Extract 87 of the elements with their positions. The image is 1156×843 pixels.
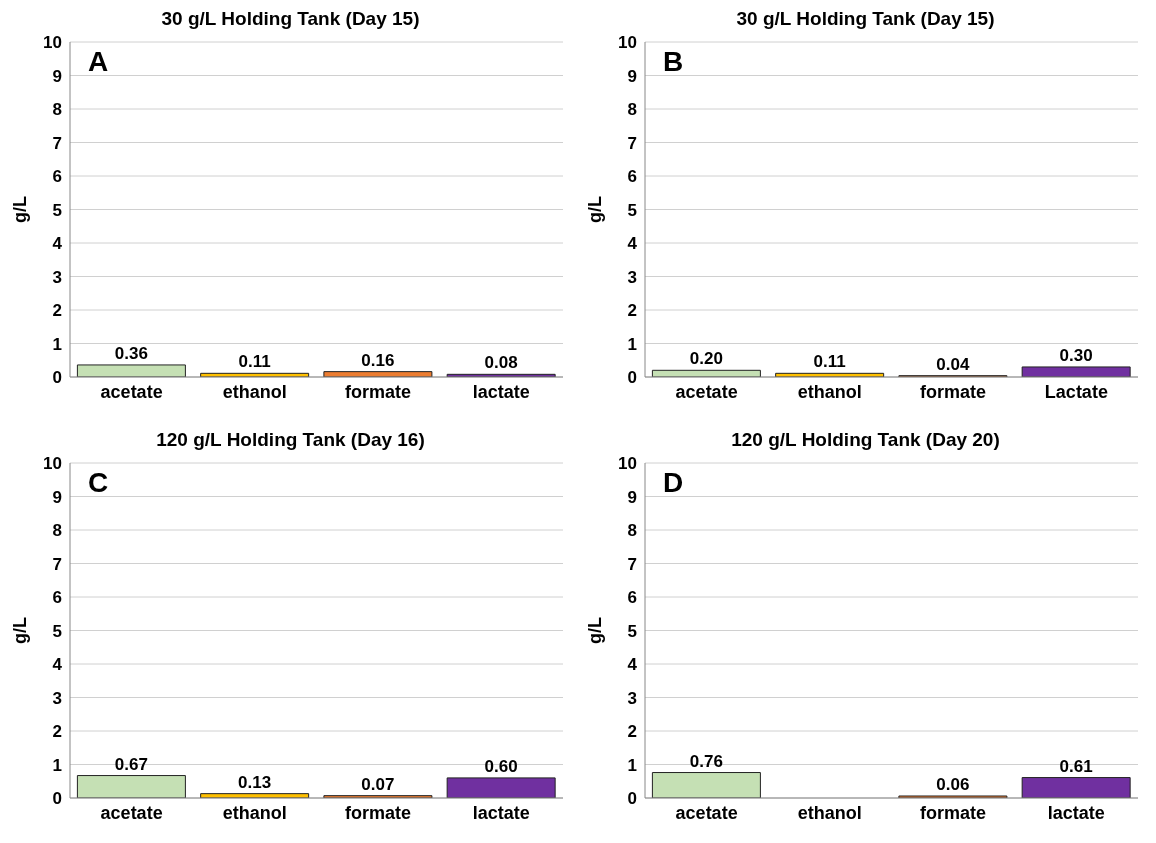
chart-title: 30 g/L Holding Tank (Day 15)	[160, 8, 421, 31]
y-tick-label: 5	[52, 621, 62, 641]
data-label: 0.76	[689, 751, 723, 771]
y-tick-label: 9	[627, 66, 637, 86]
y-tick-label: 10	[618, 454, 637, 474]
y-tick-label: 6	[52, 167, 62, 187]
annotation: C	[88, 467, 109, 499]
y-tick-label: 2	[627, 722, 637, 742]
x-tick-label: acetate	[675, 381, 738, 402]
y-tick-label: 6	[627, 167, 637, 187]
x-tick-label: ethanol	[797, 802, 862, 823]
y-tick-label: 5	[627, 200, 637, 220]
y-axis-title: g/L	[585, 196, 606, 223]
data-label: 0.60	[484, 756, 518, 776]
data-label: 0.61	[1059, 756, 1093, 776]
y-tick-label: 8	[627, 100, 637, 120]
y-tick-label: 4	[627, 655, 638, 675]
y-tick-label: 6	[627, 588, 637, 608]
y-tick-label: 2	[52, 722, 62, 742]
data-label: 0.08	[484, 353, 518, 373]
y-tick-label: 5	[52, 200, 62, 220]
y-tick-label: 4	[52, 234, 63, 254]
y-tick-label: 6	[52, 588, 62, 608]
y-tick-label: 8	[52, 100, 62, 120]
y-tick-label: 10	[43, 454, 62, 474]
x-tick-label: acetate	[100, 381, 163, 402]
y-tick-label: 7	[627, 554, 637, 574]
data-label: 0.07	[361, 774, 395, 794]
x-tick-label: acetate	[100, 802, 163, 823]
x-tick-label: Lactate	[1044, 381, 1108, 402]
annotation: D	[663, 467, 684, 499]
y-tick-label: 5	[627, 621, 637, 641]
y-tick-label: 2	[52, 301, 62, 321]
data-label: 0.11	[238, 352, 271, 372]
x-tick-label: formate	[345, 381, 412, 402]
y-axis-title: g/L	[10, 196, 31, 223]
x-tick-label: formate	[345, 802, 412, 823]
x-tick-label: ethanol	[222, 381, 287, 402]
x-tick-label: acetate	[675, 802, 738, 823]
y-tick-label: 10	[43, 33, 62, 53]
data-label: 0.36	[114, 343, 148, 363]
y-tick-label: 3	[627, 267, 637, 287]
annotation: B	[663, 46, 684, 78]
chart-title: 120 g/L Holding Tank (Day 20)	[730, 429, 1001, 452]
y-tick-label: 1	[52, 334, 62, 354]
data-label: 0.11	[813, 352, 846, 372]
y-tick-label: 0	[627, 368, 637, 388]
data-label: 0.16	[361, 350, 395, 370]
y-tick-label: 7	[52, 554, 62, 574]
y-tick-label: 1	[627, 755, 637, 775]
x-tick-label: formate	[920, 802, 987, 823]
x-tick-label: lactate	[472, 802, 530, 823]
y-axis-title: g/L	[10, 617, 31, 644]
y-tick-label: 3	[627, 688, 637, 708]
chart-title: 30 g/L Holding Tank (Day 15)	[735, 8, 996, 31]
y-tick-label: 2	[627, 301, 637, 321]
y-tick-label: 0	[627, 789, 637, 809]
y-tick-label: 4	[627, 234, 638, 254]
y-tick-label: 8	[52, 521, 62, 541]
data-label: 0.20	[689, 349, 723, 369]
y-tick-label: 8	[627, 521, 637, 541]
y-tick-label: 1	[52, 755, 62, 775]
y-tick-label: 7	[627, 133, 637, 153]
data-label: 0.30	[1059, 345, 1093, 365]
data-label: 0.04	[936, 354, 970, 374]
y-tick-label: 1	[627, 334, 637, 354]
y-tick-label: 3	[52, 267, 62, 287]
x-tick-label: lactate	[1047, 802, 1105, 823]
data-label: 0.67	[114, 754, 148, 774]
x-tick-label: lactate	[472, 381, 530, 402]
y-tick-label: 0	[52, 789, 62, 809]
x-tick-label: ethanol	[222, 802, 287, 823]
data-label: 0.13	[238, 772, 272, 792]
y-tick-label: 9	[52, 66, 62, 86]
y-tick-label: 9	[627, 487, 637, 507]
y-tick-label: 7	[52, 133, 62, 153]
chart-title: 120 g/L Holding Tank (Day 16)	[155, 429, 426, 452]
y-tick-label: 3	[52, 688, 62, 708]
annotation: A	[88, 46, 109, 78]
x-tick-label: formate	[920, 381, 987, 402]
y-tick-label: 4	[52, 655, 63, 675]
y-axis-title: g/L	[585, 617, 606, 644]
data-label: 0.06	[936, 774, 970, 794]
y-tick-label: 10	[618, 33, 637, 53]
y-tick-label: 9	[52, 487, 62, 507]
y-tick-label: 0	[52, 368, 62, 388]
x-tick-label: ethanol	[797, 381, 862, 402]
